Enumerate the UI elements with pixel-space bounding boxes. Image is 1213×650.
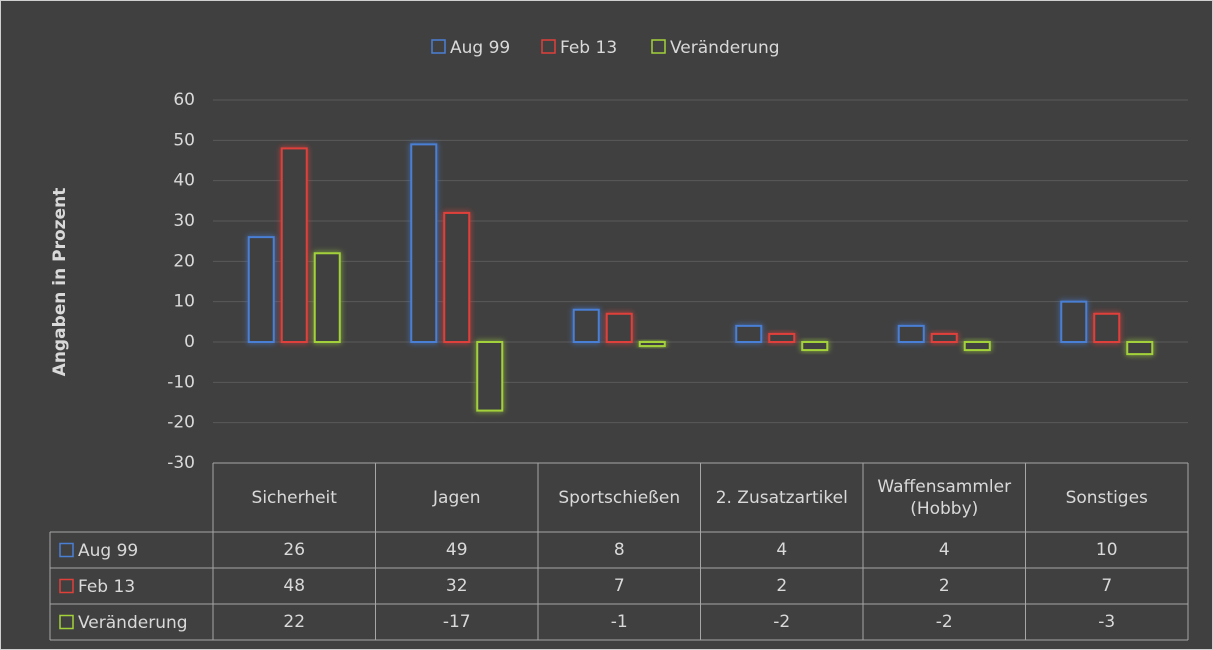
table-value: 7	[613, 576, 625, 596]
table-value: 32	[445, 576, 468, 596]
table-row-label: Aug 99	[78, 541, 138, 561]
legend-swatch	[431, 39, 446, 54]
table-value: 7	[1101, 576, 1113, 596]
legend-swatch	[651, 39, 666, 54]
y-tick-label: 50	[173, 130, 195, 150]
y-tick-label: 0	[184, 332, 195, 352]
table-row-label: Feb 13	[78, 577, 135, 597]
legend-swatch	[541, 39, 556, 54]
bar	[963, 341, 991, 352]
y-axis-label: Angaben in Prozent	[50, 188, 70, 377]
table-value: -2	[935, 612, 953, 632]
table-legend-swatch	[59, 614, 74, 630]
y-tick-label: -20	[167, 413, 195, 433]
y-tick-label: -10	[167, 372, 195, 392]
table-value: 48	[283, 576, 306, 596]
table-legend-swatch	[59, 578, 74, 594]
bar	[605, 312, 633, 343]
bar	[735, 324, 763, 344]
y-tick-label: 40	[173, 171, 195, 191]
bar	[247, 236, 275, 343]
x-tick-label: Sportschießen	[558, 487, 681, 508]
y-tick-label: 30	[173, 211, 195, 231]
bar	[280, 147, 308, 343]
table-value: -2	[773, 612, 791, 632]
legend-label: Aug 99	[450, 38, 510, 58]
y-tick-label: 10	[173, 292, 195, 312]
table-value: -17	[442, 612, 471, 632]
bar	[930, 332, 958, 343]
bar	[897, 324, 925, 344]
bar	[1126, 341, 1154, 356]
table-value: 49	[445, 540, 468, 560]
bar	[572, 308, 600, 344]
table-row-label: Veränderung	[78, 613, 188, 633]
table-legend-swatch	[59, 542, 74, 558]
table-value: 26	[283, 540, 306, 560]
bar	[768, 332, 796, 343]
bar	[638, 341, 666, 348]
table-value: 22	[283, 612, 306, 632]
x-tick-label: Sicherheit	[251, 487, 337, 508]
table-value: 4	[776, 540, 788, 560]
table-value: 4	[938, 540, 950, 560]
table-value: 10	[1095, 540, 1118, 560]
legend-label: Feb 13	[560, 38, 617, 58]
table-value: -3	[1098, 612, 1116, 632]
bar	[410, 143, 438, 343]
bar	[443, 211, 471, 343]
x-tick-label: Jagen	[433, 487, 481, 508]
y-tick-label: 60	[173, 90, 195, 110]
table-value: 2	[938, 576, 950, 596]
bar	[1060, 300, 1088, 343]
x-tick-label: 2. Zusatzartikel	[715, 487, 848, 508]
bar	[801, 341, 829, 352]
legend-label: Veränderung	[670, 38, 780, 58]
y-tick-label: 20	[173, 251, 195, 271]
table-value: 8	[613, 540, 625, 560]
x-tick-label: Sonstiges	[1065, 487, 1148, 508]
bar	[1093, 312, 1121, 343]
table-value: -1	[610, 612, 628, 632]
x-tick-label: Waffensammler (Hobby)	[877, 476, 1012, 519]
bar	[476, 341, 504, 412]
y-tick-label: -30	[167, 453, 195, 473]
bar	[313, 252, 341, 343]
table-value: 2	[776, 576, 788, 596]
